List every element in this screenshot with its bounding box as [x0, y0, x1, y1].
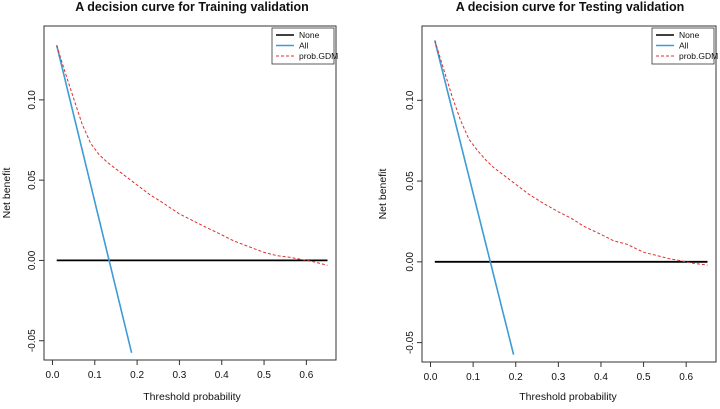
legend-label: All: [299, 41, 309, 51]
chart-panel-2: A decision curve for Testing validation 0…: [377, 0, 718, 403]
x-tick-label: 0.1: [466, 372, 480, 383]
series-line-all: [434, 40, 515, 355]
chart-title: A decision curve for Testing validation: [456, 0, 685, 14]
y-axis-label: Net benefit: [1, 168, 13, 219]
chart-title: A decision curve for Training validation: [75, 0, 309, 14]
legend-label: All: [679, 41, 689, 51]
x-tick-label: 0.2: [509, 372, 523, 383]
x-tick-label: 0.4: [215, 370, 229, 381]
y-tick-label: -0.05: [27, 329, 38, 352]
legend-label: None: [679, 30, 700, 40]
y-tick-label: 0.00: [405, 252, 416, 272]
y-tick-label: 0.05: [27, 170, 38, 190]
y-axis-label: Net benefit: [377, 169, 389, 220]
x-tick-label: 0.3: [172, 370, 186, 381]
x-tick-label: 0.5: [637, 372, 651, 383]
x-tick-label: 0.0: [46, 370, 60, 381]
plot-frame: [43, 25, 337, 361]
x-tick-label: 0.1: [88, 370, 102, 381]
x-tick-label: 0.6: [679, 372, 693, 383]
x-tick-label: 0.4: [594, 372, 608, 383]
y-tick-label: 0.05: [405, 171, 416, 191]
x-tick-label: 0.6: [299, 370, 313, 381]
x-tick-label: 0.3: [551, 372, 565, 383]
series-line-all: [55, 45, 133, 353]
plot-frame: [421, 25, 717, 363]
legend-label: prob.GDM: [299, 51, 338, 61]
y-tick-label: 0.10: [27, 90, 38, 110]
x-tick-label: 0.2: [130, 370, 144, 381]
y-tick-label: -0.05: [405, 331, 416, 354]
legend-label: prob.GDM: [679, 51, 718, 61]
x-tick-label: 0.0: [424, 372, 438, 383]
x-axis-label: Threshold probability: [519, 391, 617, 403]
x-axis-label: Threshold probability: [143, 391, 241, 403]
chart-panel-1: A decision curve for Training validation…: [1, 0, 338, 403]
y-tick-label: 0.00: [27, 250, 38, 270]
series-line-prob-gdm: [56, 45, 328, 266]
x-tick-label: 0.5: [257, 370, 271, 381]
legend-label: None: [299, 30, 320, 40]
y-tick-label: 0.10: [405, 90, 416, 110]
series-line-prob-gdm: [434, 40, 708, 266]
